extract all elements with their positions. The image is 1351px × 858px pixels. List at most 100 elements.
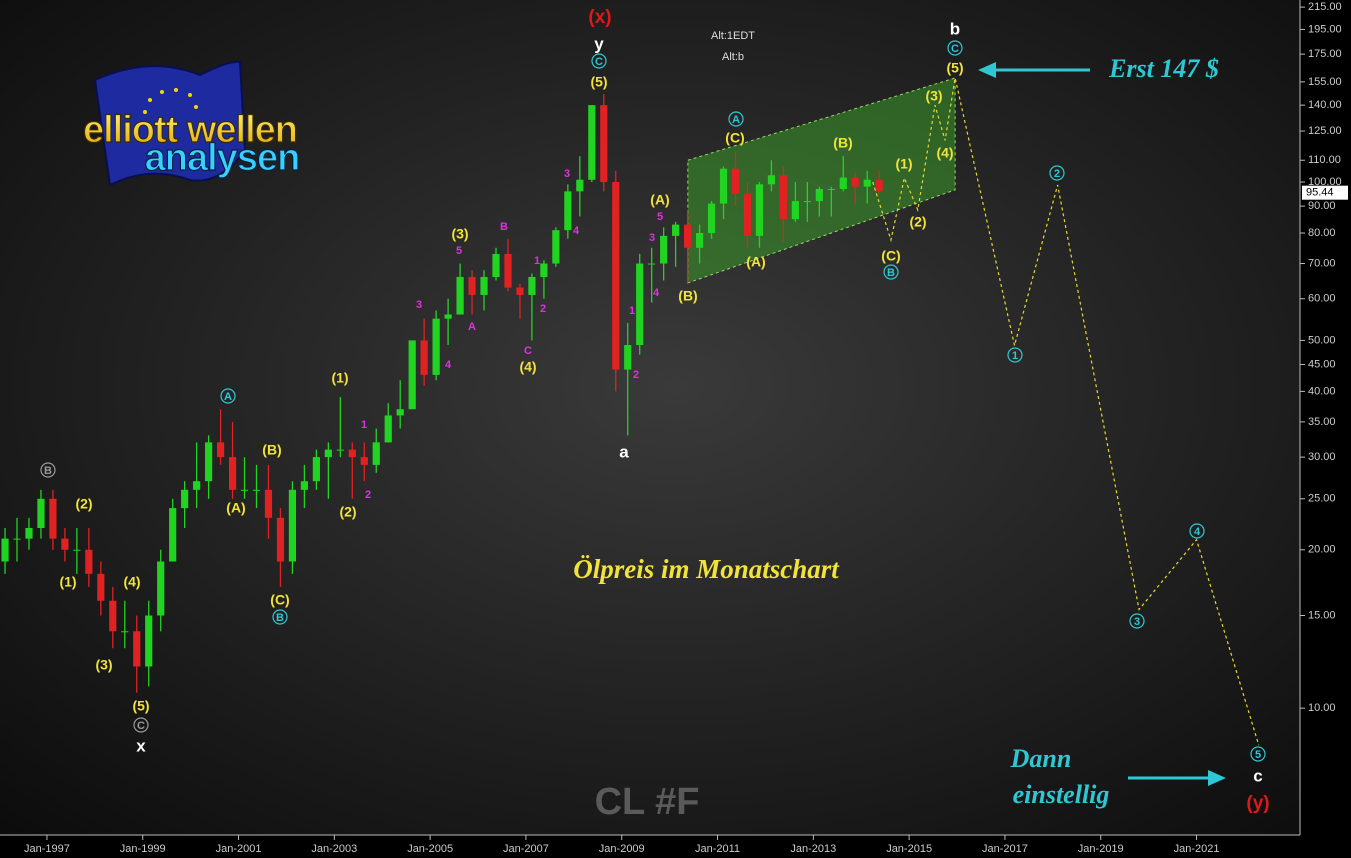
candle-body bbox=[240, 489, 249, 491]
candle-body bbox=[743, 193, 752, 236]
x-tick-label: Jan-2017 bbox=[982, 843, 1028, 855]
y-tick-label: 90.00 bbox=[1308, 200, 1336, 212]
candle-body bbox=[851, 177, 859, 187]
logo: elliott wellen analysen bbox=[82, 60, 301, 187]
wave-circle bbox=[1129, 613, 1145, 629]
y-tick-label: 50.00 bbox=[1308, 334, 1336, 346]
wave-label: (A) bbox=[650, 192, 669, 208]
candle-body bbox=[600, 105, 608, 183]
candle-body bbox=[372, 442, 380, 465]
candle-body bbox=[61, 538, 69, 550]
candle-body bbox=[468, 276, 476, 295]
candle-body bbox=[420, 340, 428, 375]
wave-label: C bbox=[951, 43, 959, 55]
y-tick-label: 125.00 bbox=[1308, 125, 1342, 137]
candle-body bbox=[384, 415, 392, 443]
wave-label: 2 bbox=[365, 489, 371, 501]
wave-label: 5 bbox=[456, 245, 462, 257]
candle-body bbox=[360, 457, 368, 465]
candle-body bbox=[121, 631, 129, 633]
wave-label: a bbox=[619, 442, 629, 461]
wave-circle bbox=[1049, 165, 1065, 181]
wave-label: (A) bbox=[746, 254, 765, 270]
candle-body bbox=[839, 177, 847, 189]
wave-label: A bbox=[468, 321, 476, 333]
wave-label: 4 bbox=[573, 225, 580, 237]
candle-body bbox=[731, 168, 740, 194]
wave-label: (4) bbox=[123, 574, 140, 590]
wave-label: (y) bbox=[1246, 793, 1269, 814]
watermark: CL #F bbox=[595, 781, 700, 823]
wave-label: 4 bbox=[445, 359, 452, 371]
candle-body bbox=[791, 201, 799, 220]
wave-label: (2) bbox=[339, 504, 356, 520]
y-tick-label: 175.00 bbox=[1308, 48, 1342, 60]
wave-label: b bbox=[950, 19, 960, 38]
wave-label: 3 bbox=[564, 168, 570, 180]
wave-label: 3 bbox=[649, 232, 655, 244]
wave-circle bbox=[133, 717, 149, 733]
candle-body bbox=[504, 253, 512, 288]
y-tick-label: 140.00 bbox=[1308, 99, 1342, 111]
candle-body bbox=[408, 340, 416, 410]
y-tick-label: 100.00 bbox=[1308, 176, 1342, 188]
y-tick-label: 70.00 bbox=[1308, 257, 1336, 269]
wave-label: (5) bbox=[590, 74, 607, 90]
wave-label: (B) bbox=[262, 442, 281, 458]
candle-body bbox=[636, 263, 644, 346]
candle-body bbox=[779, 175, 787, 220]
wave-label: 5 bbox=[1255, 749, 1261, 761]
candle-body bbox=[827, 188, 835, 190]
wave-label: 2 bbox=[1054, 168, 1060, 180]
candle-body bbox=[540, 263, 548, 277]
candle-body bbox=[145, 615, 153, 667]
wave-label: x bbox=[136, 736, 146, 755]
candle-body bbox=[37, 498, 45, 528]
wave-label: 4 bbox=[1194, 526, 1201, 538]
wave-circle bbox=[272, 609, 288, 625]
candle-body bbox=[276, 517, 285, 562]
wave-label: B bbox=[500, 221, 508, 233]
wave-label: (2) bbox=[75, 496, 92, 512]
y-tick-label: 35.00 bbox=[1308, 416, 1336, 428]
candle-body bbox=[216, 442, 225, 458]
wave-circle bbox=[1189, 523, 1205, 539]
candle-body bbox=[396, 409, 404, 416]
y-tick-label: 30.00 bbox=[1308, 451, 1336, 463]
candle-body bbox=[528, 276, 536, 295]
logo-text: analysen bbox=[145, 137, 300, 179]
wave-label: (1) bbox=[59, 574, 76, 590]
wave-label: (B) bbox=[678, 288, 697, 304]
candle-body bbox=[695, 233, 704, 248]
candle-body bbox=[169, 508, 177, 562]
candle-body bbox=[252, 489, 261, 491]
y-tick-label: 195.00 bbox=[1308, 23, 1342, 35]
wave-label: A bbox=[732, 114, 740, 126]
y-tick-label: 215.00 bbox=[1308, 1, 1342, 13]
wave-circle bbox=[947, 40, 963, 56]
y-tick-label: 110.00 bbox=[1308, 154, 1341, 166]
annotation: Erst 147 $ bbox=[1108, 54, 1219, 83]
y-tick-label: 80.00 bbox=[1308, 227, 1336, 239]
logo-flag bbox=[93, 60, 247, 187]
y-tick-label: 155.00 bbox=[1308, 76, 1342, 88]
candle-body bbox=[660, 235, 668, 264]
x-tick-label: Jan-1999 bbox=[120, 843, 166, 855]
alt-label: Alt:b bbox=[722, 51, 744, 63]
x-tick-label: Jan-2021 bbox=[1174, 843, 1220, 855]
wave-label: (1) bbox=[331, 370, 348, 386]
arrow bbox=[978, 62, 1090, 78]
candle-body bbox=[564, 191, 572, 231]
candle-body bbox=[456, 276, 464, 315]
y-tick-label: 45.00 bbox=[1308, 358, 1336, 370]
wave-label: (3) bbox=[95, 657, 112, 673]
wave-label: 1 bbox=[534, 255, 540, 267]
candle-body bbox=[767, 175, 776, 185]
candle-body bbox=[193, 481, 201, 490]
wave-label: A bbox=[224, 391, 232, 403]
candle-body bbox=[684, 224, 692, 248]
candle-body bbox=[815, 188, 823, 202]
wave-label: (C) bbox=[881, 248, 900, 264]
candle-body bbox=[707, 203, 716, 234]
candle-body bbox=[803, 201, 811, 203]
